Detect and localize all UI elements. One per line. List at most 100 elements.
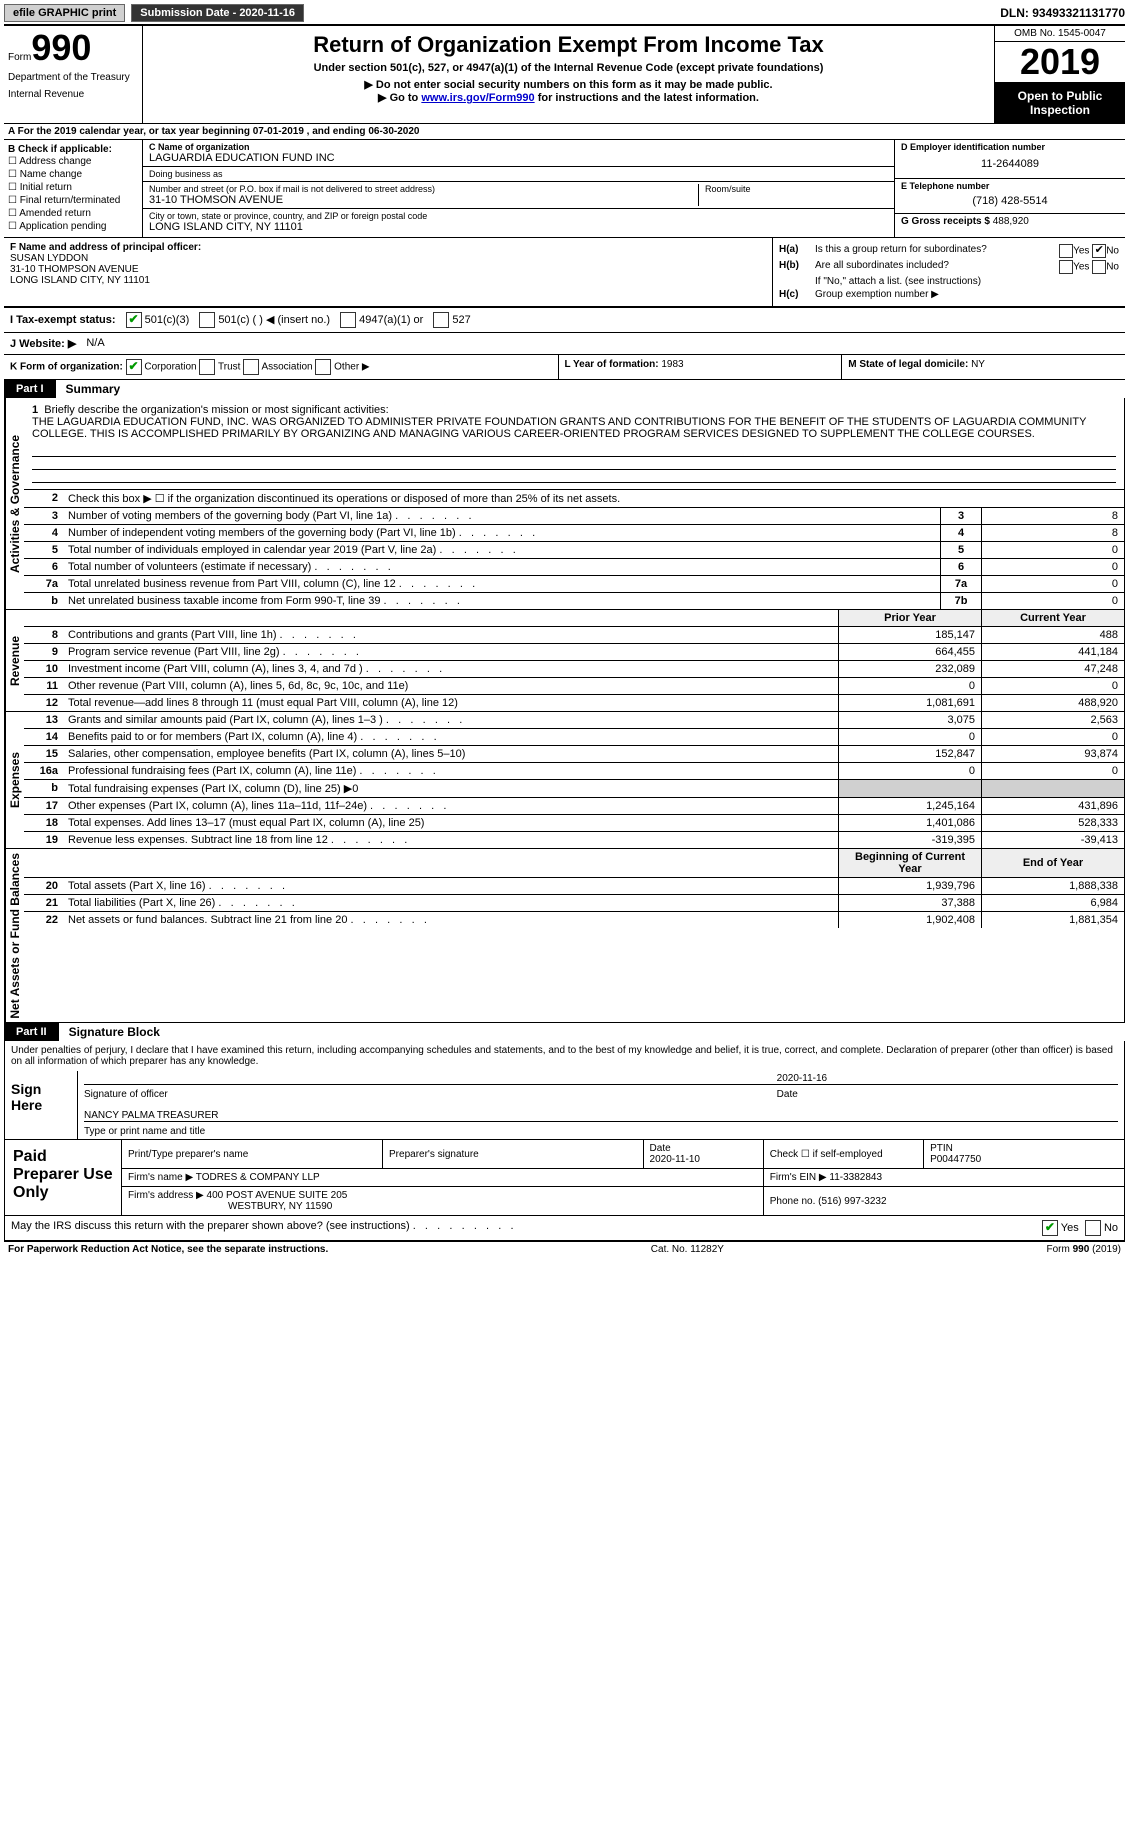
chk-4947[interactable]: [340, 312, 356, 328]
line-22: Net assets or fund balances. Subtract li…: [62, 911, 839, 928]
ha-yes[interactable]: [1059, 244, 1073, 258]
form-word: Form: [8, 52, 31, 63]
chk-address-change[interactable]: ☐ Address change: [8, 155, 138, 168]
section-b-header: B Check if applicable:: [8, 144, 138, 155]
discuss-row: May the IRS discuss this return with the…: [5, 1215, 1124, 1240]
ein-value: 11-2644089: [901, 152, 1119, 176]
org-name-label: C Name of organization: [149, 142, 888, 152]
netassets-block: Net Assets or Fund Balances Beginning of…: [4, 849, 1125, 1024]
section-klm: K Form of organization: ✔ Corporation Tr…: [4, 355, 1125, 380]
domicile-value: NY: [971, 359, 985, 370]
side-netassets: Net Assets or Fund Balances: [5, 849, 24, 1023]
line-7b: Net unrelated business taxable income fr…: [62, 592, 941, 609]
part1-title: Summary: [56, 382, 121, 396]
netassets-table: Beginning of Current YearEnd of Year 20T…: [24, 849, 1124, 928]
line-9: Program service revenue (Part VIII, line…: [62, 643, 839, 660]
hb-no[interactable]: [1092, 260, 1106, 274]
ptin-label: PTIN: [930, 1143, 953, 1154]
mission-label: Briefly describe the organization's miss…: [44, 404, 388, 416]
line-8: Contributions and grants (Part VIII, lin…: [62, 626, 839, 643]
chk-final-return[interactable]: ☐ Final return/terminated: [8, 194, 138, 207]
line-11: Other revenue (Part VIII, column (A), li…: [62, 677, 839, 694]
paid-preparer-block: Paid Preparer Use Only Print/Type prepar…: [5, 1139, 1124, 1215]
tax-status-label: I Tax-exempt status:: [10, 314, 116, 326]
firm-name-label: Firm's name ▶: [128, 1172, 193, 1183]
irs-link[interactable]: www.irs.gov/Form990: [421, 92, 534, 104]
top-bar: efile GRAPHIC print Submission Date - 20…: [4, 4, 1125, 26]
section-h: H(a) Is this a group return for subordin…: [772, 238, 1125, 306]
section-i: I Tax-exempt status: ✔ 501(c)(3) 501(c) …: [4, 307, 1125, 333]
mission-text: THE LAGUARDIA EDUCATION FUND, INC. WAS O…: [32, 416, 1086, 440]
chk-name-change[interactable]: ☐ Name change: [8, 168, 138, 181]
gross-receipts-value: 488,920: [993, 216, 1029, 227]
section-j: J Website: ▶ N/A: [4, 333, 1125, 355]
firm-addr-label: Firm's address ▶: [128, 1190, 204, 1201]
gross-receipts-label: G Gross receipts $: [901, 216, 990, 227]
instruction-2-prefix: ▶ Go to: [378, 92, 421, 104]
chk-527[interactable]: [433, 312, 449, 328]
chk-initial-return[interactable]: ☐ Initial return: [8, 181, 138, 194]
line-13: Grants and similar amounts paid (Part IX…: [62, 712, 839, 729]
discuss-yes[interactable]: ✔: [1042, 1220, 1058, 1236]
firm-phone: (516) 997-3232: [818, 1196, 886, 1207]
line-4: Number of independent voting members of …: [62, 524, 941, 541]
line-16b: Total fundraising expenses (Part IX, col…: [62, 779, 839, 797]
submission-date-button[interactable]: Submission Date - 2020-11-16: [131, 4, 304, 22]
chk-501c3[interactable]: ✔: [126, 312, 142, 328]
efile-button[interactable]: efile GRAPHIC print: [4, 4, 125, 22]
firm-name: TODRES & COMPANY LLP: [196, 1172, 320, 1183]
line-a: A For the 2019 calendar year, or tax yea…: [4, 124, 1125, 139]
ha-text: Is this a group return for subordinates?: [815, 244, 1059, 258]
city-value: LONG ISLAND CITY, NY 11101: [149, 221, 888, 233]
ha-tag: H(a): [779, 244, 815, 258]
line-20: Total assets (Part X, line 16): [62, 877, 839, 894]
sig-name-label: Type or print name and title: [84, 1126, 1118, 1137]
preparer-date: 2020-11-10: [650, 1154, 700, 1165]
line-10: Investment income (Part VIII, column (A)…: [62, 660, 839, 677]
chk-trust[interactable]: [199, 359, 215, 375]
line-14: Benefits paid to or for members (Part IX…: [62, 728, 839, 745]
line-3: Number of voting members of the governin…: [62, 507, 941, 524]
expenses-block: Expenses 13Grants and similar amounts pa…: [4, 712, 1125, 849]
preparer-name-label: Print/Type preparer's name: [122, 1140, 383, 1169]
preparer-sig-label: Preparer's signature: [383, 1140, 644, 1169]
footer-left: For Paperwork Reduction Act Notice, see …: [8, 1244, 328, 1255]
chk-501c[interactable]: [199, 312, 215, 328]
website-label: J Website: ▶: [10, 337, 76, 350]
instruction-2-suffix: for instructions and the latest informat…: [535, 92, 759, 104]
form-title: Return of Organization Exempt From Incom…: [149, 32, 988, 58]
discuss-no[interactable]: [1085, 1220, 1101, 1236]
page-footer: For Paperwork Reduction Act Notice, see …: [4, 1241, 1125, 1257]
year-box: OMB No. 1545-0047 2019 Open to Public In…: [994, 26, 1125, 123]
open-to-public: Open to Public Inspection: [995, 83, 1125, 123]
line-15: Salaries, other compensation, employee b…: [62, 745, 839, 762]
hb-yes[interactable]: [1059, 260, 1073, 274]
officer-block: F Name and address of principal officer:…: [4, 238, 1125, 307]
revenue-table: Prior YearCurrent Year 8Contributions an…: [24, 610, 1124, 711]
discuss-text: May the IRS discuss this return with the…: [11, 1220, 410, 1232]
governance-block: Activities & Governance 1 Briefly descri…: [4, 398, 1125, 610]
chk-other[interactable]: [315, 359, 331, 375]
part1-header: Part I Summary: [4, 380, 1125, 398]
signature-block: Under penalties of perjury, I declare th…: [4, 1041, 1125, 1241]
sig-name: NANCY PALMA TREASURER: [84, 1110, 1118, 1122]
hb-text: Are all subordinates included?: [815, 260, 1059, 274]
chk-pending[interactable]: ☐ Application pending: [8, 220, 138, 233]
chk-assoc[interactable]: [243, 359, 259, 375]
section-b: B Check if applicable: ☐ Address change …: [4, 140, 143, 237]
chk-amended[interactable]: ☐ Amended return: [8, 207, 138, 220]
perjury-statement: Under penalties of perjury, I declare th…: [5, 1041, 1124, 1071]
room-label: Room/suite: [705, 184, 888, 194]
officer-label: F Name and address of principal officer:: [10, 242, 766, 253]
part2-tab: Part II: [4, 1023, 59, 1041]
section-deg: D Employer identification number 11-2644…: [894, 140, 1125, 237]
chk-corp[interactable]: ✔: [126, 359, 142, 375]
firm-addr2: WESTBURY, NY 11590: [128, 1201, 332, 1212]
hb-note: If "No," attach a list. (see instruction…: [815, 276, 1119, 287]
firm-phone-label: Phone no.: [770, 1196, 816, 1207]
expenses-table: 13Grants and similar amounts paid (Part …: [24, 712, 1124, 848]
ha-no[interactable]: ✔: [1092, 244, 1106, 258]
paid-preparer-label: Paid Preparer Use Only: [5, 1140, 122, 1215]
hc-tag: H(c): [779, 289, 815, 300]
preparer-date-label: Date: [650, 1143, 671, 1154]
